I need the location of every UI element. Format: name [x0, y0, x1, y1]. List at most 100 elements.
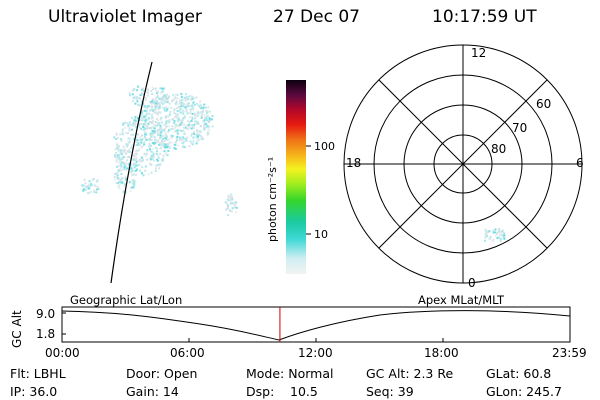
emission-pixel: [164, 132, 167, 135]
emission-pixel: [146, 94, 149, 97]
emission-pixel: [195, 137, 198, 140]
emission-pixel: [163, 100, 166, 103]
emission-pixel: [120, 173, 123, 175]
emission-pixel: [84, 188, 87, 191]
emission-pixel: [227, 196, 230, 199]
emission-pixel: [494, 234, 497, 237]
emission-pixel: [88, 183, 91, 186]
emission-pixel: [138, 104, 141, 107]
emission-pixel: [135, 157, 138, 160]
emission-pixel: [95, 180, 98, 183]
emission-pixel: [177, 117, 180, 120]
door-info: Door: Open: [126, 366, 198, 381]
emission-pixel: [197, 138, 200, 141]
emission-pixel: [186, 98, 189, 101]
emission-pixel: [154, 97, 157, 100]
emission-pixel: [203, 119, 206, 122]
emission-pixel: [499, 233, 501, 236]
emission-pixel: [82, 188, 85, 191]
emission-pixel: [133, 155, 136, 158]
emission-pixel: [178, 136, 181, 139]
emission-pixel: [117, 185, 120, 188]
emission-pixel: [150, 102, 153, 105]
emission-pixel: [120, 152, 123, 155]
mode-info: Mode: Normal: [246, 366, 334, 381]
emission-pixel: [503, 237, 506, 240]
emission-pixel: [160, 129, 163, 132]
emission-pixel: [203, 126, 205, 129]
emission-pixel: [165, 109, 168, 112]
emission-pixel: [173, 116, 176, 119]
emission-pixel: [144, 121, 147, 124]
emission-pixel: [181, 118, 184, 121]
emission-pixel: [133, 183, 136, 186]
emission-pixel: [156, 94, 159, 97]
emission-pixel: [118, 153, 121, 156]
x-tick-label-0600: 06:00: [170, 346, 205, 360]
emission-pixel: [137, 85, 140, 88]
emission-pixel: [84, 182, 87, 185]
emission-pixel: [148, 117, 150, 120]
emission-pixel: [185, 109, 188, 111]
emission-pixel: [119, 163, 122, 166]
emission-pixel: [121, 155, 124, 158]
emission-pixel: [152, 98, 154, 101]
emission-pixel: [174, 116, 177, 118]
emission-pixel: [189, 112, 192, 115]
emission-pixel: [152, 142, 155, 144]
emission-pixel: [145, 155, 147, 157]
emission-pixel: [143, 109, 146, 112]
emission-pixel: [167, 115, 170, 118]
emission-pixel: [166, 108, 169, 111]
emission-pixel: [115, 138, 117, 140]
emission-pixel: [117, 149, 120, 152]
emission-pixel: [195, 96, 198, 99]
emission-pixel: [165, 121, 168, 124]
emission-pixel: [150, 171, 153, 174]
time-label: 10:17:59 UT: [432, 7, 537, 27]
emission-pixel: [167, 149, 170, 152]
emission-pixel: [128, 129, 131, 132]
emission-pixel: [204, 114, 206, 117]
emission-pixel: [170, 134, 173, 137]
emission-pixel: [87, 187, 90, 190]
emission-pixel: [156, 108, 159, 111]
emission-pixel: [123, 166, 126, 169]
emission-pixel: [193, 112, 196, 115]
glat-info: GLat: 60.8: [486, 366, 552, 381]
emission-pixel: [162, 103, 165, 105]
emission-pixel: [85, 185, 88, 188]
emission-pixel: [173, 143, 176, 146]
emission-pixel: [139, 136, 142, 139]
emission-pixel: [138, 126, 141, 129]
emission-pixel: [151, 108, 154, 111]
emission-pixel: [491, 229, 494, 232]
emission-pixel: [138, 163, 141, 166]
emission-pixel: [180, 123, 183, 126]
emission-pixel: [132, 133, 135, 136]
emission-pixel: [117, 178, 120, 181]
emission-pixel: [126, 145, 129, 148]
emission-pixel: [225, 201, 228, 204]
emission-pixel: [159, 142, 162, 144]
emission-pixel: [145, 105, 148, 108]
emission-pixel: [119, 150, 122, 153]
emission-pixel: [207, 106, 210, 109]
emission-pixel: [160, 87, 163, 90]
emission-pixel: [147, 173, 150, 176]
emission-pixel: [486, 231, 489, 234]
emission-pixel: [155, 96, 158, 99]
emission-pixel: [157, 102, 160, 105]
emission-pixel: [154, 108, 157, 111]
emission-pixel: [173, 120, 176, 123]
emission-pixel: [149, 105, 152, 108]
emission-pixel: [152, 155, 155, 158]
emission-pixel: [183, 126, 185, 129]
emission-pixel: [206, 119, 209, 122]
emission-pixel: [173, 109, 175, 112]
emission-pixel: [192, 130, 195, 133]
emission-pixel: [148, 142, 151, 145]
emission-pixel: [128, 92, 131, 95]
emission-pixel: [117, 164, 120, 167]
emission-pixel: [128, 149, 131, 152]
